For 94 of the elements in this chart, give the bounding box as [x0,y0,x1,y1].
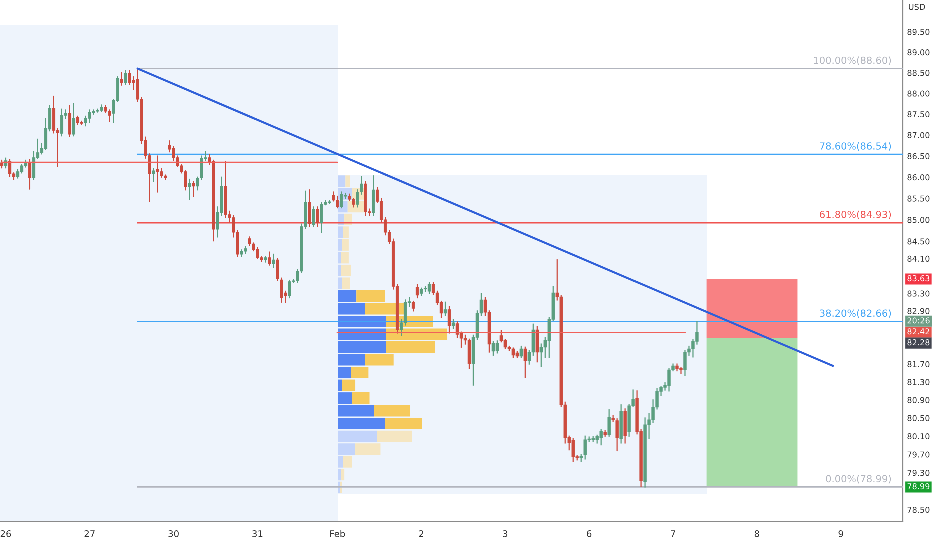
x-tick-label: 2 [419,530,424,538]
x-tick-label: 9 [838,530,844,538]
candlestick [424,286,428,292]
candlestick [188,178,192,200]
candlestick [608,410,611,437]
y-tick-label: 81.30 [908,379,930,386]
x-tick-label: 30 [168,530,179,538]
candlestick [492,342,496,356]
ref-line-label: 0.00%(78.99) [826,475,892,484]
candlestick [512,348,516,358]
y-tick-label: 85.00 [908,217,930,224]
x-tick-label: 6 [587,530,592,538]
candlestick [616,418,619,452]
y-tick-label: 86.50 [908,153,930,160]
candlestick [328,200,332,204]
candlestick [316,206,320,228]
y-tick-label: 89.50 [908,29,930,36]
ref-line-label: 61.80%(84.93) [820,210,892,220]
y-tick-label: 79.70 [908,452,930,458]
y-tick-label: 89.00 [908,50,930,56]
ref-line-label: 38.20%(82.66) [820,310,892,318]
annotation: 83.63 [908,275,930,282]
candlestick [128,70,132,86]
x-tick-label: 26 [0,530,12,538]
candlestick [72,103,76,137]
y-tick-label: 87.00 [908,132,930,138]
y-tick-label: 78.50 [908,506,930,514]
candlestick [264,256,268,263]
candlestick [416,284,420,299]
candlestick [372,176,376,216]
bar [346,176,350,188]
candlestick [668,368,671,392]
y-tick-label: 88.00 [908,90,930,97]
y-tick-label: 81.70 [908,361,930,368]
candlestick [540,344,543,368]
x-tick-label: 31 [252,530,263,538]
candlestick [88,110,92,124]
y-tick-label: 80.10 [908,433,930,440]
candlestick [496,340,500,354]
candlestick [308,190,312,228]
y-tick-label: 84.50 [908,238,930,245]
x-tick-label: 3 [503,530,508,538]
candlestick [52,96,56,134]
y-axis-title: USD [909,4,926,10]
text: 82.28 [908,340,930,346]
candlestick [444,302,448,316]
candlestick [84,116,88,127]
y-tick-label: 88.50 [908,70,930,76]
candlestick [124,70,128,86]
candlestick [120,72,124,86]
candlestick [288,280,292,299]
candlestick [108,110,112,122]
ref-line-label: 100.00%(88.60) [814,56,892,66]
x-tick-label: 7 [671,530,676,538]
candlestick [524,346,528,378]
y-tick-label: 87.50 [908,111,930,118]
x-tick-label: 8 [754,530,760,538]
x-tick-label: Feb [330,530,346,538]
y-tick-label: 79.30 [908,470,930,476]
candlestick [268,252,272,266]
candlestick [340,192,344,209]
candlestick [412,300,416,312]
candlestick [680,367,683,374]
candlestick [192,181,196,198]
candlestick [468,338,472,370]
candlestick [428,282,432,294]
text: 20:26 [908,318,930,324]
y-tick-label: 85.50 [908,196,930,202]
candlestick [600,429,603,446]
candlestick [448,306,452,334]
y-tick-label: 82.90 [908,308,930,314]
annotation: 82.42 [908,328,930,335]
candlestick [156,156,160,193]
annotation: 78.99 [908,483,930,490]
candlestick [272,254,276,268]
x-tick-label: 27 [84,530,95,538]
y-tick-label: 86.00 [908,174,930,181]
candlestick [336,196,340,209]
candlestick [584,436,587,460]
candlestick [320,202,324,234]
candlestick [520,346,524,358]
candlestick [68,106,72,138]
ref-line-label: 78.60%(86.54) [820,142,892,152]
candlestick [312,206,316,228]
candlestick [152,168,156,182]
y-tick-label: 80.90 [908,397,930,404]
y-tick-label: 83.30 [908,290,930,297]
y-tick-label: 84.10 [908,256,930,262]
candlestick [684,350,687,376]
candlestick [60,108,64,137]
candlestick [572,438,575,462]
candlestick [28,159,32,190]
candlestick [676,364,679,372]
y-tick-label: 80.50 [908,415,930,422]
